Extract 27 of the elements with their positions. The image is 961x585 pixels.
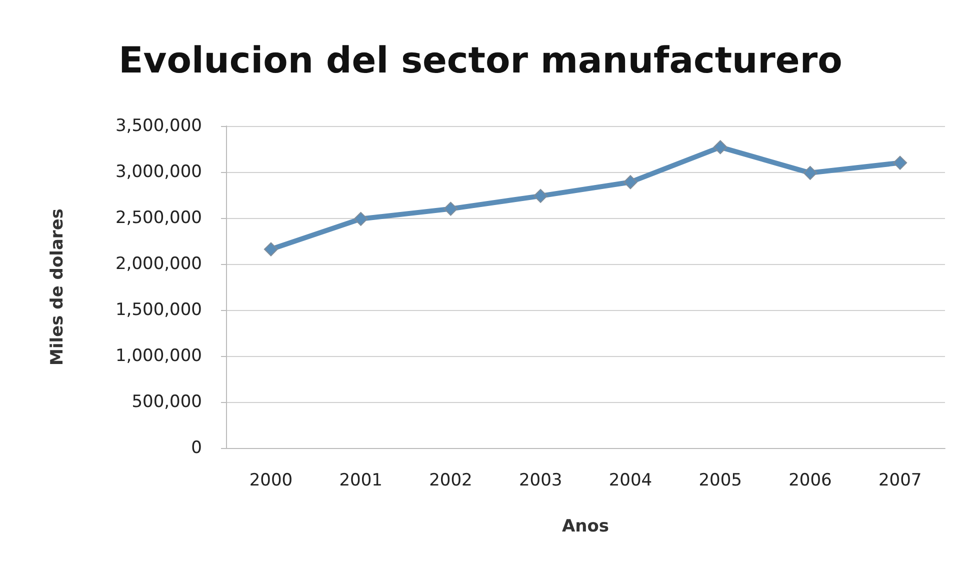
point (354, 212, 368, 226)
y-tick-label: 3,500,000 (115, 116, 202, 136)
x-tick-label: 2006 (788, 470, 832, 490)
x-tick-label: 2002 (429, 470, 472, 490)
x-tick-label: 2007 (878, 470, 922, 490)
point (893, 156, 908, 170)
point (444, 202, 458, 216)
chart-title: Evolucion del sector manufacturero (118, 40, 842, 82)
y-axis-title: Miles de dolares (48, 208, 68, 366)
point (623, 175, 638, 190)
y-tick-label: 0 (191, 438, 202, 458)
y-tick-label: 1,500,000 (115, 300, 202, 320)
y-tick-label: 3,000,000 (115, 162, 202, 182)
point (713, 140, 728, 154)
y-tick-label: 500,000 (132, 392, 202, 412)
y-tick-label: 2,500,000 (115, 208, 202, 228)
y-tick-label: 1,000,000 (115, 346, 202, 366)
point (264, 242, 278, 256)
x-tick-label: 2004 (608, 470, 652, 490)
x-tick-label: 2001 (339, 470, 382, 490)
y-tick-label: 2,000,000 (115, 254, 202, 274)
x-axis-title: Anos (562, 516, 610, 536)
point (534, 188, 548, 203)
x-tick-label: 2000 (249, 470, 293, 490)
x-tick-label: 2005 (698, 470, 742, 490)
x-tick-label: 2003 (518, 470, 562, 490)
point (803, 166, 818, 180)
